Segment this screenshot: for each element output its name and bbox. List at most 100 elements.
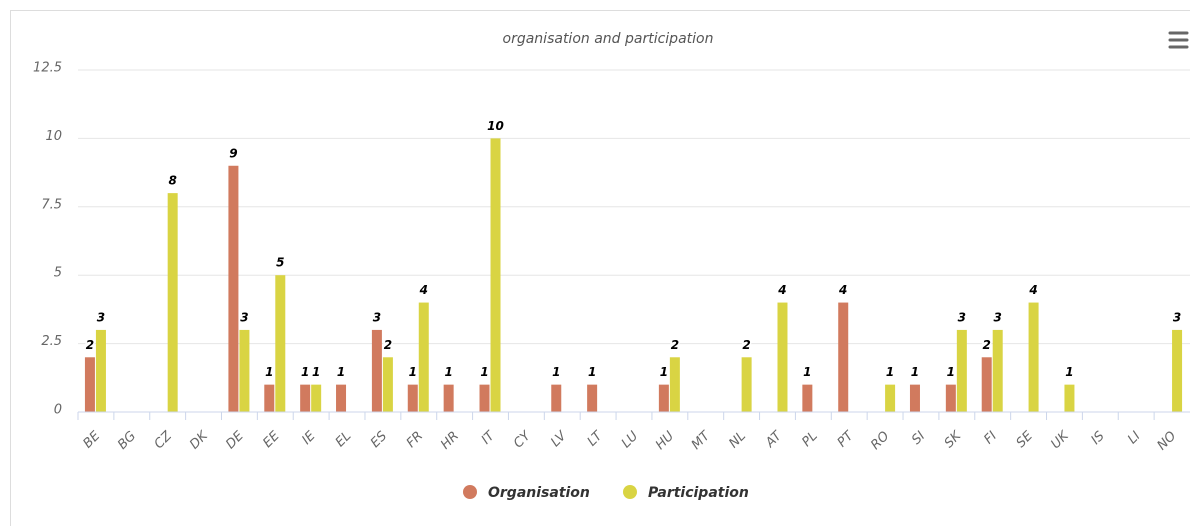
data-label: 3 <box>1173 310 1181 324</box>
menu-button[interactable] <box>1168 31 1189 49</box>
bar <box>838 302 849 412</box>
bar <box>84 357 95 412</box>
bar <box>1172 329 1183 412</box>
x-tick-label: FI <box>981 429 1000 448</box>
bar <box>418 302 429 412</box>
chart-title: organisation and participation <box>503 31 714 47</box>
bar <box>885 384 896 412</box>
data-label: 1 <box>886 365 894 379</box>
y-tick-label: 2.5 <box>41 334 62 349</box>
x-tick-label: LI <box>1125 429 1144 448</box>
bar <box>658 384 669 412</box>
x-tick-label: ES <box>368 429 390 451</box>
bar <box>490 138 501 412</box>
y-tick-label: 12.5 <box>33 61 62 76</box>
data-label: 1 <box>312 365 320 379</box>
x-tick-label: AT <box>762 428 785 451</box>
data-label: 2 <box>86 338 94 352</box>
data-label: 1 <box>480 365 488 379</box>
bar <box>371 329 382 412</box>
bar <box>909 384 920 412</box>
data-label: 3 <box>373 310 381 324</box>
x-tick-label: LT <box>585 428 606 449</box>
bar <box>479 384 490 412</box>
data-label: 1 <box>409 365 417 379</box>
x-tick-label: DE <box>223 428 247 452</box>
data-label: 2 <box>742 338 750 352</box>
bar <box>239 329 250 412</box>
bar <box>275 275 286 412</box>
data-label: 1 <box>911 365 919 379</box>
bar <box>956 329 967 412</box>
x-tick-label: HU <box>653 428 678 453</box>
x-tick-label: UK <box>1048 428 1072 452</box>
x-tick-label: CZ <box>152 428 176 452</box>
data-label: 3 <box>240 310 248 324</box>
data-label: 4 <box>1028 283 1037 297</box>
data-label: 1 <box>337 365 345 379</box>
legend-label: Organisation <box>488 485 590 501</box>
legend-item[interactable]: Organisation <box>463 485 590 501</box>
legend-label: Participation <box>648 485 749 501</box>
x-tick-label: EE <box>260 428 283 451</box>
bar <box>228 165 239 412</box>
x-tick-label: SI <box>909 429 928 448</box>
bar <box>264 384 275 412</box>
data-label: 1 <box>803 365 811 379</box>
x-tick-label: BG <box>115 429 139 453</box>
bar <box>741 357 752 412</box>
bar <box>802 384 813 412</box>
data-label: 8 <box>168 174 176 188</box>
bar <box>382 357 393 412</box>
data-label: 2 <box>384 338 392 352</box>
data-label: 1 <box>588 365 596 379</box>
legend-item[interactable]: Participation <box>623 485 749 501</box>
x-tick-label: LV <box>548 428 570 450</box>
data-label: 4 <box>419 283 428 297</box>
bar <box>551 384 562 412</box>
bar <box>992 329 1003 412</box>
bar <box>443 384 454 412</box>
data-label: 9 <box>229 146 237 160</box>
x-tick-label: IE <box>299 428 319 448</box>
x-tick-label: SE <box>1014 428 1037 451</box>
x-tick-label: SK <box>942 428 966 452</box>
bar <box>587 384 598 412</box>
data-label: 2 <box>983 338 991 352</box>
data-label: 3 <box>958 310 966 324</box>
bar <box>167 193 178 412</box>
data-label: 1 <box>265 365 273 379</box>
data-label: 1 <box>947 365 955 379</box>
x-tick-label: LU <box>619 428 642 451</box>
data-label: 5 <box>276 256 284 270</box>
data-label: 1 <box>660 365 668 379</box>
x-tick-label: NO <box>1155 429 1180 454</box>
data-label: 3 <box>994 310 1002 324</box>
data-label: 4 <box>838 283 847 297</box>
data-label: 3 <box>97 310 105 324</box>
x-tick-label: IT <box>479 428 499 448</box>
x-tick-label: RO <box>868 429 892 453</box>
bar <box>945 384 956 412</box>
data-label: 4 <box>777 283 786 297</box>
bar <box>669 357 680 412</box>
data-label: 1 <box>552 365 560 379</box>
data-label: 1 <box>444 365 452 379</box>
x-tick-label: IS <box>1088 429 1107 448</box>
x-tick-label: MT <box>689 428 714 453</box>
data-label: 2 <box>671 338 679 352</box>
x-tick-label: PT <box>835 428 858 451</box>
bar <box>300 384 311 412</box>
x-tick-label: HR <box>438 429 462 453</box>
data-label: 1 <box>1065 365 1073 379</box>
x-tick-label: PL <box>799 429 820 450</box>
data-label: 1 <box>301 365 309 379</box>
bar <box>336 384 347 412</box>
data-label: 10 <box>487 119 504 133</box>
bar <box>777 302 788 412</box>
y-tick-label: 10 <box>45 129 62 144</box>
y-tick-label: 5 <box>54 266 62 281</box>
bar <box>95 329 106 412</box>
y-tick-label: 0 <box>54 403 62 418</box>
